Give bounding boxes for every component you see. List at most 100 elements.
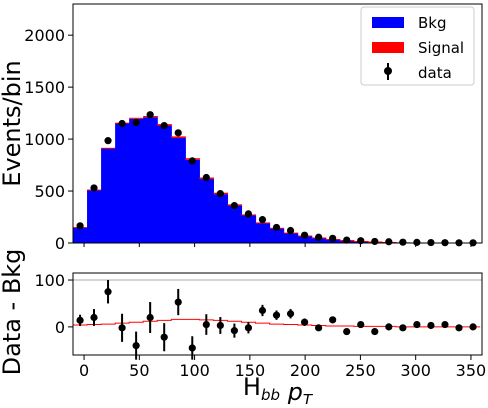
residual-point [399,324,406,331]
residual-point [118,324,125,331]
residual-point [189,344,196,351]
bkg-bar [101,148,116,243]
legend-marker-data [384,67,392,75]
y-tick-label: 0 [55,234,65,253]
x-tick-label: 0 [79,361,89,380]
residual-point [147,314,154,321]
residual-point [231,327,238,334]
top-y-axis-label: Events/bin [0,60,26,186]
signal-bar [101,148,116,149]
residual-point [203,321,210,328]
residual-point [76,317,83,324]
bottom-y-axis-label: Data - Bkg [0,249,26,376]
data-point [329,235,336,242]
x-tick-label: 300 [400,361,431,380]
x-tick-label: 100 [179,361,210,380]
x-tick-label: 50 [129,361,149,380]
residual-point [343,328,350,335]
y-tick-label: 500 [34,182,65,201]
bkg-bar [213,194,228,243]
legend-label-signal: Signal [418,39,464,57]
top-panel: 0 500 1000 1500 2000 Events/bin Bkg Signal d… [0,4,482,253]
data-point [203,174,210,181]
residual-point [385,323,392,330]
data-point [76,222,83,229]
y-tick-label: 1500 [24,78,65,97]
residual-point [427,322,434,329]
data-point [273,224,280,231]
bkg-bar [185,160,200,243]
residual-point [329,316,336,323]
data-point [287,227,294,234]
bkg-bar [143,117,158,243]
data-point [385,238,392,245]
residual-point [175,298,182,305]
x-tick-label: 350 [456,361,487,380]
y-tick-label: 1000 [24,130,65,149]
residual-point [245,324,252,331]
residual-point [315,324,322,331]
top-y-ticks: 0 500 1000 1500 2000 [24,26,73,253]
data-point [371,238,378,245]
residual-point [273,312,280,319]
y-tick-label: 2000 [24,26,65,45]
bkg-bar [87,190,102,243]
bkg-bar [256,223,271,243]
data-point [189,157,196,164]
residual-point [90,314,97,321]
residual-points [76,280,476,360]
bkg-bar [284,233,299,243]
data-point [259,216,266,223]
bkg-bar [73,227,88,243]
residual-point [161,334,168,341]
legend-label-data: data [418,64,452,82]
data-point [315,234,322,241]
residual-point [469,323,476,330]
data-point [147,111,154,118]
bkg-bar [199,179,214,243]
data-point [231,202,238,209]
y-tick-label: 100 [34,271,65,290]
data-point [133,119,140,126]
data-point [413,239,420,246]
data-point [118,120,125,127]
residual-point [104,288,111,295]
data-point [90,184,97,191]
y-tick-label: 0 [55,318,65,337]
residual-point [357,321,364,328]
data-point [161,122,168,129]
bottom-y-ticks: 0 100 [34,271,73,337]
legend-swatch-signal [372,42,404,53]
bkg-bar [115,124,130,244]
signal-bar [129,118,144,119]
x-tick-label: 250 [345,361,376,380]
legend: Bkg Signal data [361,7,474,85]
data-point [175,129,182,136]
data-point [104,137,111,144]
residual-point [371,328,378,335]
legend-swatch-bkg [372,17,404,28]
bkg-bar [171,138,186,243]
bkg-bar [241,215,256,243]
data-point [217,190,224,197]
residual-point [413,321,420,328]
residual-point [301,319,308,326]
bkg-bar [129,119,144,243]
legend-label-bkg: Bkg [418,14,447,32]
residual-point [259,307,266,314]
signal-bar [171,136,186,138]
data-point [245,210,252,217]
data-point [399,239,406,246]
top-histogram [73,111,481,246]
residual-point [441,321,448,328]
bkg-bar [157,126,172,243]
data-point [301,232,308,239]
residual-point [455,324,462,331]
residual-point [287,310,294,317]
residual-point [133,342,140,349]
bkg-bar [227,206,242,243]
